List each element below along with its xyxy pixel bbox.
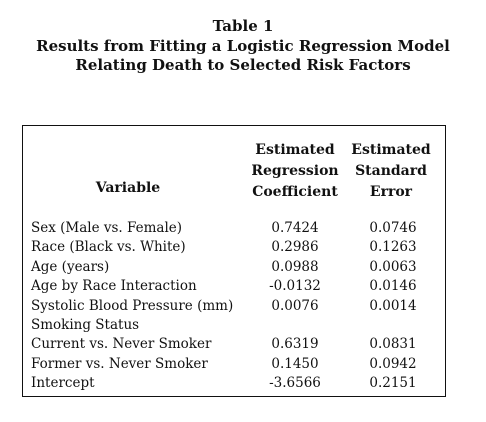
table-row: Age by Race Interaction -0.0132 0.0146 xyxy=(31,277,441,296)
table-title-line-2: Relating Death to Selected Risk Factors xyxy=(75,56,411,74)
header-se-line-2: Standard xyxy=(355,163,427,179)
table-body: Sex (Male vs. Female) 0.7424 0.0746 Race… xyxy=(31,219,441,394)
cell-variable: Age (years) xyxy=(31,258,110,275)
cell-coefficient: 0.0076 xyxy=(271,297,319,314)
table-row: Race (Black vs. White) 0.2986 0.1263 xyxy=(31,238,441,257)
table-title-line-1: Results from Fitting a Logistic Regressi… xyxy=(36,37,450,55)
cell-variable: Systolic Blood Pressure (mm) xyxy=(31,297,234,314)
table-number: Table 1 xyxy=(212,17,274,35)
regression-table: Variable Estimated Regression Coefficien… xyxy=(22,125,446,397)
cell-standard-error: 0.2151 xyxy=(369,375,417,392)
header-variable-label: Variable xyxy=(95,180,161,196)
cell-standard-error: 0.0014 xyxy=(369,297,417,314)
cell-variable: Age by Race Interaction xyxy=(31,278,197,295)
cell-coefficient: -3.6566 xyxy=(269,375,321,392)
table-row: Current vs. Never Smoker 0.6319 0.0831 xyxy=(31,335,441,354)
cell-variable: Former vs. Never Smoker xyxy=(31,355,208,372)
table-row: Age (years) 0.0988 0.0063 xyxy=(31,258,441,277)
header-coefficient-line-2: Regression xyxy=(251,163,339,179)
cell-variable: Current vs. Never Smoker xyxy=(31,336,212,353)
cell-standard-error: 0.0942 xyxy=(369,355,417,372)
header-coefficient: Estimated Regression Coefficient xyxy=(245,140,345,203)
header-se-line-3: Error xyxy=(369,184,413,200)
cell-standard-error: 0.0831 xyxy=(369,336,417,353)
cell-coefficient: 0.2986 xyxy=(271,239,319,256)
cell-coefficient: 0.6319 xyxy=(271,336,319,353)
header-coefficient-line-3: Coefficient xyxy=(252,184,338,200)
cell-variable: Sex (Male vs. Female) xyxy=(31,220,183,236)
cell-variable: Intercept xyxy=(31,375,95,392)
cell-standard-error: 0.1263 xyxy=(369,239,417,256)
table-row: Smoking Status xyxy=(31,316,441,335)
table-row: Systolic Blood Pressure (mm) 0.0076 0.00… xyxy=(31,297,441,316)
header-coefficient-line-1: Estimated xyxy=(255,142,335,158)
cell-coefficient: 0.1450 xyxy=(271,355,319,372)
table-row: Sex (Male vs. Female) 0.7424 0.0746 xyxy=(31,219,441,238)
header-se-line-1: Estimated xyxy=(351,142,431,158)
cell-standard-error: 0.0746 xyxy=(369,220,417,236)
table-row: Intercept -3.6566 0.2151 xyxy=(31,374,441,393)
header-variable: Variable xyxy=(23,178,233,199)
cell-standard-error: 0.0063 xyxy=(369,258,417,275)
cell-variable: Race (Black vs. White) xyxy=(31,239,186,256)
cell-coefficient: 0.7424 xyxy=(271,220,319,236)
table-row: Former vs. Never Smoker 0.1450 0.0942 xyxy=(31,355,441,374)
cell-standard-error: 0.0146 xyxy=(369,278,417,295)
cell-coefficient: 0.0988 xyxy=(271,258,319,275)
cell-coefficient: -0.0132 xyxy=(269,278,321,295)
header-standard-error: Estimated Standard Error xyxy=(339,140,443,203)
cell-variable: Smoking Status xyxy=(31,316,140,333)
